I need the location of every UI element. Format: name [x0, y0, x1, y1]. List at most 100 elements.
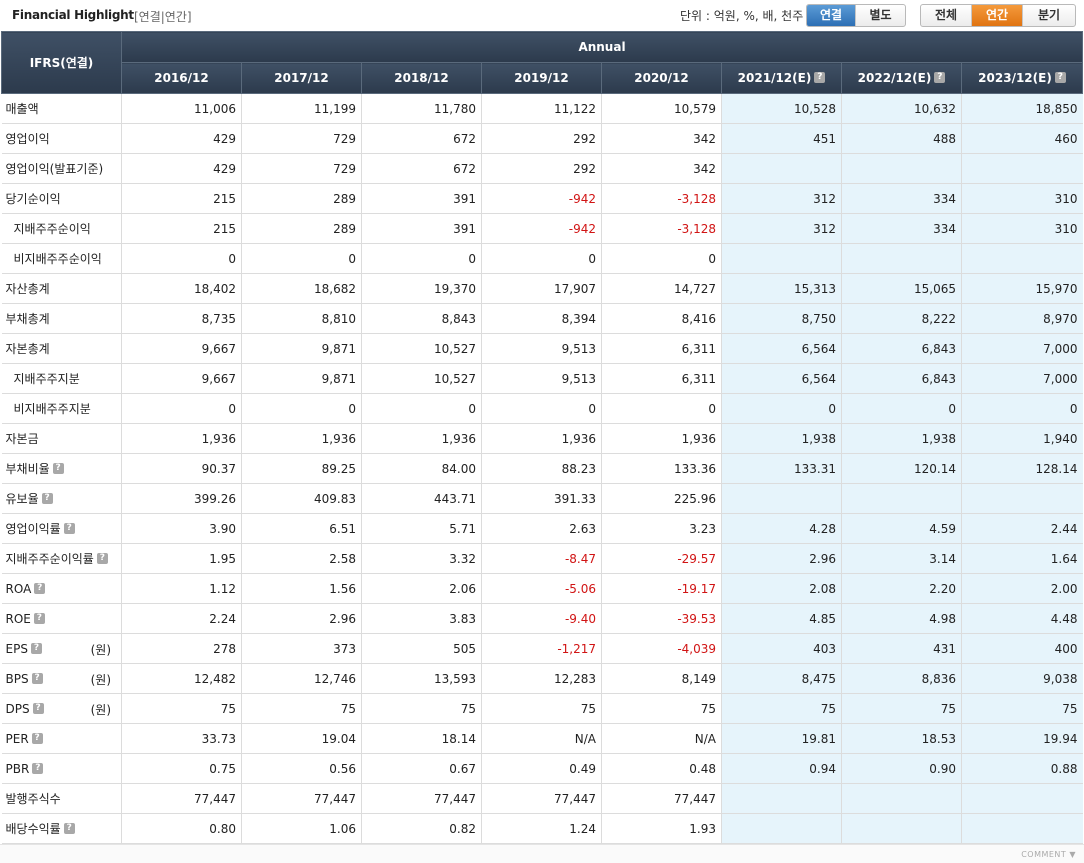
table-cell	[960, 153, 1083, 184]
table-cell: 15,065	[841, 273, 962, 304]
all-periods-button[interactable]: 전체	[921, 5, 972, 26]
table-cell: 75	[361, 693, 482, 724]
table-cell: 2.44	[960, 513, 1083, 544]
table-cell	[960, 813, 1083, 844]
table-row: 발행주식수 77,447 77,447 77,447 77,447 77,447	[1, 783, 1083, 814]
table-cell: 33.73	[121, 723, 242, 754]
table-row: 영업이익 429 729 672 292 342 451 488 460	[1, 123, 1083, 154]
table-row: 자본금 1,936 1,936 1,936 1,936 1,936 1,938 1,938 1,…	[1, 423, 1083, 454]
table-cell: 12,283	[481, 663, 602, 694]
table-cell: 128.14	[960, 453, 1083, 484]
table-cell: 4.48	[960, 603, 1083, 634]
table-cell: 342	[601, 153, 722, 184]
financial-highlight-table: IFRS(연결) Annual 2016/12 2017/12 2018/12 201…	[1, 31, 1084, 844]
table-cell: 0.88	[960, 753, 1083, 784]
table-cell: 3.23	[601, 513, 722, 544]
table-cell: 400	[960, 633, 1083, 664]
table-cell: 75	[481, 693, 602, 724]
row-label: 지배주주지분	[13, 372, 80, 386]
table-cell: 225.96	[601, 483, 722, 514]
table-cell: 17,907	[481, 273, 602, 304]
quarterly-button[interactable]: 분기	[1037, 8, 1061, 22]
help-icon[interactable]: ?	[1054, 72, 1066, 83]
help-icon[interactable]: ?	[34, 582, 46, 594]
table-cell: 6,311	[601, 363, 722, 394]
table-cell	[841, 243, 962, 274]
table-cell: 8,735	[121, 303, 242, 334]
table-cell: 391	[361, 183, 482, 214]
table-cell: 391	[361, 213, 482, 244]
row-label-cell: 부채총계	[1, 303, 122, 334]
table-cell	[841, 153, 962, 184]
separate-button[interactable]: 별도	[869, 8, 892, 22]
column-header: 2021/12(E)?	[721, 62, 842, 94]
table-cell: 429	[121, 153, 242, 184]
help-icon[interactable]: ?	[41, 493, 53, 504]
table-cell: 1,936	[241, 423, 362, 454]
table-cell: 215	[121, 213, 242, 244]
table-row: 자산총계 18,402 18,682 19,370 17,907 14,727 15,313…	[1, 273, 1083, 304]
table-cell: 0.82	[361, 813, 482, 844]
help-icon[interactable]: ?	[63, 523, 75, 534]
help-icon[interactable]: ?	[33, 612, 45, 624]
row-label-cell: 지배주주순이익률?	[1, 543, 122, 574]
comment-toggle[interactable]: COMMENT ▼	[1021, 850, 1076, 859]
table-cell: 2.96	[721, 543, 842, 574]
row-label: 비지배주주지분	[13, 402, 91, 416]
help-icon[interactable]: ?	[32, 702, 44, 714]
table-cell: 13,593	[361, 663, 482, 694]
table-cell: 7,000	[960, 333, 1083, 364]
table-row: 당기순이익 215 289 391 -942 -3,128 312 334 310	[1, 183, 1083, 214]
row-label-cell: 매출액	[1, 93, 122, 124]
table-row: 배당수익률? 0.80 1.06 0.82 1.24 1.93	[1, 813, 1083, 844]
help-icon[interactable]: ?	[814, 72, 826, 83]
table-cell: 19,370	[361, 273, 482, 304]
table-cell: -19.17	[601, 573, 722, 604]
table-cell: -3,128	[601, 213, 722, 244]
table-cell: 19.04	[241, 723, 362, 754]
help-icon[interactable]: ?	[96, 553, 108, 564]
help-icon[interactable]: ?	[32, 762, 44, 774]
table-cell: 1,940	[960, 423, 1083, 454]
table-cell	[721, 783, 842, 814]
table-cell: 120.14	[841, 453, 962, 484]
table-cell: 0	[361, 243, 482, 274]
table-cell: 15,313	[721, 273, 842, 304]
table-cell: 8,394	[481, 303, 602, 334]
table-cell: 12,482	[121, 663, 242, 694]
row-label: 자본총계	[5, 342, 50, 356]
row-label: 발행주식수	[5, 792, 61, 806]
table-cell: 11,780	[361, 93, 482, 124]
table-cell	[841, 813, 962, 844]
help-icon[interactable]: ?	[30, 642, 42, 654]
row-label: ROA	[5, 581, 32, 596]
help-icon[interactable]: ?	[31, 732, 43, 744]
consolidated-button[interactable]: 연결	[807, 5, 856, 26]
table-cell: 77,447	[121, 783, 242, 814]
help-icon[interactable]: ?	[63, 823, 75, 834]
table-cell: 6,843	[841, 333, 962, 364]
help-icon[interactable]: ?	[52, 463, 64, 474]
annual-button[interactable]: 연간	[972, 5, 1023, 26]
table-cell: 75	[601, 693, 722, 724]
column-header: 2019/12	[481, 62, 602, 94]
table-cell: 0	[361, 393, 482, 424]
table-cell: -29.57	[601, 543, 722, 574]
row-label-cell: 비지배주주순이익	[1, 243, 122, 274]
table-cell: 1.93	[601, 813, 722, 844]
row-label: 부채총계	[5, 312, 50, 326]
row-label-cell: 유보율?	[1, 483, 122, 514]
table-cell: 1,936	[601, 423, 722, 454]
help-icon[interactable]: ?	[934, 72, 946, 83]
table-cell: 5.71	[361, 513, 482, 544]
row-label: 매출액	[5, 102, 39, 116]
table-cell: 1.12	[121, 573, 242, 604]
help-icon[interactable]: ?	[31, 672, 43, 684]
table-cell: 2.63	[481, 513, 602, 544]
table-cell: 0	[601, 243, 722, 274]
table-cell: -3,128	[601, 183, 722, 214]
row-label: 자산총계	[5, 282, 50, 296]
table-cell: 0	[121, 393, 242, 424]
table-cell: 12,746	[241, 663, 362, 694]
table-cell: 77,447	[241, 783, 362, 814]
